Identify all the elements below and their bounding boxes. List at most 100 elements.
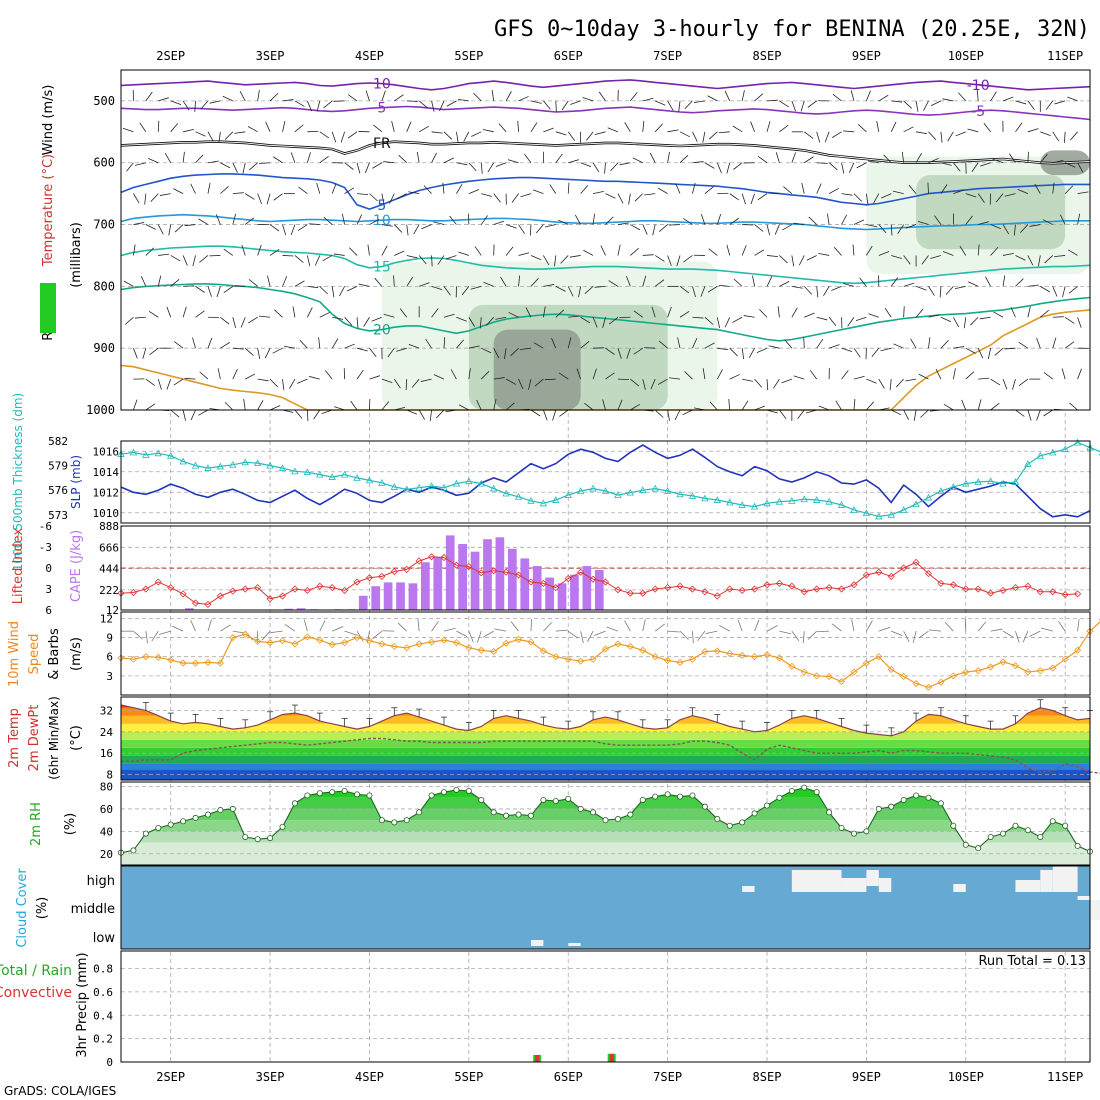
wind-barb bbox=[716, 162, 722, 174]
wind-barb bbox=[866, 224, 878, 228]
thickness-marker bbox=[316, 470, 324, 478]
wind-barb bbox=[443, 313, 455, 318]
wind-barb bbox=[570, 100, 581, 105]
cloud-block bbox=[1040, 870, 1053, 892]
rh-marker bbox=[726, 822, 733, 829]
wind-barb bbox=[1002, 96, 1014, 102]
wind-barb bbox=[1018, 378, 1029, 387]
wind-barb bbox=[705, 630, 718, 635]
wind-barb bbox=[580, 340, 590, 349]
wind-barb bbox=[649, 152, 656, 163]
thickness-marker bbox=[390, 483, 398, 490]
lifted-index-marker bbox=[278, 592, 287, 600]
isotherm-15 bbox=[120, 245, 1091, 285]
wind-barb bbox=[282, 276, 288, 287]
lifted-index-marker bbox=[912, 558, 920, 566]
thickness-marker bbox=[701, 494, 709, 502]
lifted-index-marker bbox=[191, 599, 200, 607]
wind-barb bbox=[549, 184, 557, 194]
wind-barb bbox=[157, 275, 162, 287]
wind-barb bbox=[605, 216, 614, 225]
wind-barb bbox=[480, 162, 483, 174]
wind-barb bbox=[953, 189, 964, 195]
cloud-row-label: low bbox=[93, 931, 116, 946]
thickness-marker bbox=[837, 501, 846, 508]
wind-barb bbox=[141, 276, 147, 287]
wind-barb bbox=[683, 218, 693, 225]
wind-barb bbox=[555, 629, 568, 632]
wind-barb bbox=[498, 123, 507, 133]
cape-bar bbox=[284, 608, 294, 610]
rh-marker bbox=[962, 841, 969, 848]
wind-barb bbox=[1002, 378, 1008, 390]
wind-barb bbox=[294, 409, 303, 419]
wind-barb bbox=[779, 255, 788, 264]
wind-barb bbox=[332, 316, 344, 320]
lifted-index-marker bbox=[651, 585, 659, 593]
thickness-marker bbox=[142, 451, 150, 458]
wind-barb bbox=[174, 224, 184, 233]
temp-band bbox=[121, 723, 1090, 732]
wind-barb bbox=[942, 98, 954, 102]
wind-barb bbox=[654, 623, 666, 632]
wind-barb bbox=[468, 631, 474, 643]
wind-barb bbox=[411, 378, 420, 388]
lifted-index-marker bbox=[788, 582, 796, 590]
rh-marker bbox=[900, 796, 907, 803]
wind-barb bbox=[604, 162, 606, 174]
thickness-marker bbox=[1024, 460, 1032, 467]
wind-barb bbox=[895, 378, 904, 388]
wind-barb bbox=[826, 213, 830, 225]
wind-barb bbox=[456, 184, 463, 194]
thickness-marker bbox=[552, 496, 560, 503]
temp-bands bbox=[121, 705, 1090, 780]
wind-barb bbox=[607, 127, 619, 133]
thickness-tick: 579 bbox=[48, 460, 68, 473]
wind-barb bbox=[367, 244, 370, 256]
wind-barb bbox=[965, 371, 975, 380]
thickness-marker bbox=[937, 487, 945, 494]
wind-barb bbox=[866, 90, 871, 102]
rh-marker bbox=[813, 789, 820, 796]
lifted-index-marker bbox=[751, 585, 759, 593]
wind-barb bbox=[182, 151, 185, 163]
rh-marker bbox=[1062, 822, 1069, 829]
thickness-marker bbox=[763, 499, 771, 507]
wind-barb bbox=[525, 307, 532, 318]
wind-barb bbox=[768, 192, 780, 195]
wind-barb bbox=[993, 311, 1004, 318]
top-day-tick: 2SEP bbox=[156, 49, 185, 63]
temp-axis-label: Temperature (°C) bbox=[41, 154, 56, 267]
wind-barb bbox=[592, 317, 598, 328]
wind-barb bbox=[436, 409, 445, 419]
thickness-marker bbox=[167, 451, 175, 459]
wind-barb bbox=[766, 276, 773, 287]
wind-barb bbox=[456, 162, 468, 166]
wind-barb bbox=[828, 162, 838, 171]
wind-barb bbox=[199, 371, 209, 380]
wind-barb bbox=[494, 628, 507, 632]
wind-barb bbox=[257, 244, 262, 256]
wind-barb bbox=[493, 347, 500, 359]
wind-barb bbox=[319, 131, 330, 139]
lifted-index-marker bbox=[167, 584, 175, 592]
wind-speed-marker bbox=[987, 663, 995, 671]
bottom-day-tick: 4SEP bbox=[355, 1070, 384, 1084]
wind-barb bbox=[555, 309, 565, 318]
wind-barb bbox=[831, 285, 842, 291]
wind-barb bbox=[1036, 337, 1041, 349]
rh-marker bbox=[503, 812, 510, 819]
cape-bar bbox=[433, 557, 443, 610]
wind-barb bbox=[334, 406, 345, 411]
wind-barb bbox=[456, 630, 468, 637]
wind-barb bbox=[166, 378, 172, 390]
cloud-bg bbox=[121, 866, 1090, 949]
rh-marker bbox=[267, 835, 274, 842]
wind-barb bbox=[182, 306, 187, 318]
wind-barb bbox=[928, 286, 935, 296]
wind-speed-marker bbox=[688, 655, 697, 663]
lifted-index-marker bbox=[527, 578, 535, 586]
wind-barb bbox=[1077, 191, 1089, 195]
wind-barb bbox=[930, 255, 942, 259]
wind-barb bbox=[200, 100, 209, 110]
